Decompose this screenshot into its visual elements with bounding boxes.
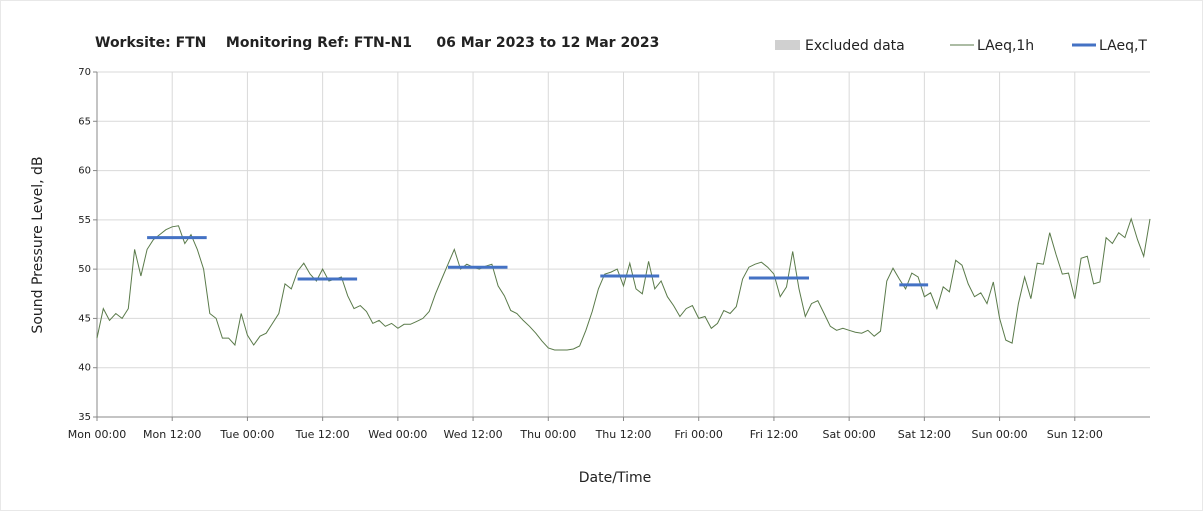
y-tick-label: 35 <box>78 412 91 423</box>
legend-label: LAeq,T <box>1099 38 1147 54</box>
x-tick-label: Fri 12:00 <box>750 428 798 441</box>
legend-label: LAeq,1h <box>977 38 1034 54</box>
x-tick-label: Sun 12:00 <box>1047 428 1103 441</box>
y-axis-label: Sound Pressure Level, dB <box>30 156 46 333</box>
x-tick-label: Wed 00:00 <box>368 428 427 441</box>
y-tick-label: 55 <box>78 215 91 226</box>
y-tick-label: 70 <box>78 67 91 78</box>
x-tick-label: Sat 00:00 <box>823 428 876 441</box>
x-tick-label: Thu 00:00 <box>519 428 576 441</box>
x-tick-label: Mon 12:00 <box>143 428 201 441</box>
y-tick-label: 65 <box>78 116 91 127</box>
x-tick-label: Fri 00:00 <box>675 428 723 441</box>
series-line <box>96 217 1151 351</box>
series-line <box>147 236 929 287</box>
x-tick-label: Tue 00:00 <box>219 428 274 441</box>
x-tick-label: Tue 12:00 <box>295 428 350 441</box>
legend-label: Excluded data <box>805 38 905 54</box>
y-tick-label: 45 <box>78 313 91 324</box>
x-axis-label: Date/Time <box>579 470 651 486</box>
x-tick-label: Mon 00:00 <box>68 428 126 441</box>
legend-swatch <box>775 40 800 50</box>
x-tick-label: Sun 00:00 <box>972 428 1028 441</box>
y-tick-label: 60 <box>78 166 91 177</box>
x-tick-label: Wed 12:00 <box>443 428 502 441</box>
y-tick-label: 40 <box>78 363 91 374</box>
y-tick-label: 50 <box>78 264 91 275</box>
x-tick-label: Sat 12:00 <box>898 428 951 441</box>
chart-title: Worksite: FTN Monitoring Ref: FTN-N1 06 … <box>95 35 659 51</box>
x-tick-label: Thu 12:00 <box>595 428 652 441</box>
